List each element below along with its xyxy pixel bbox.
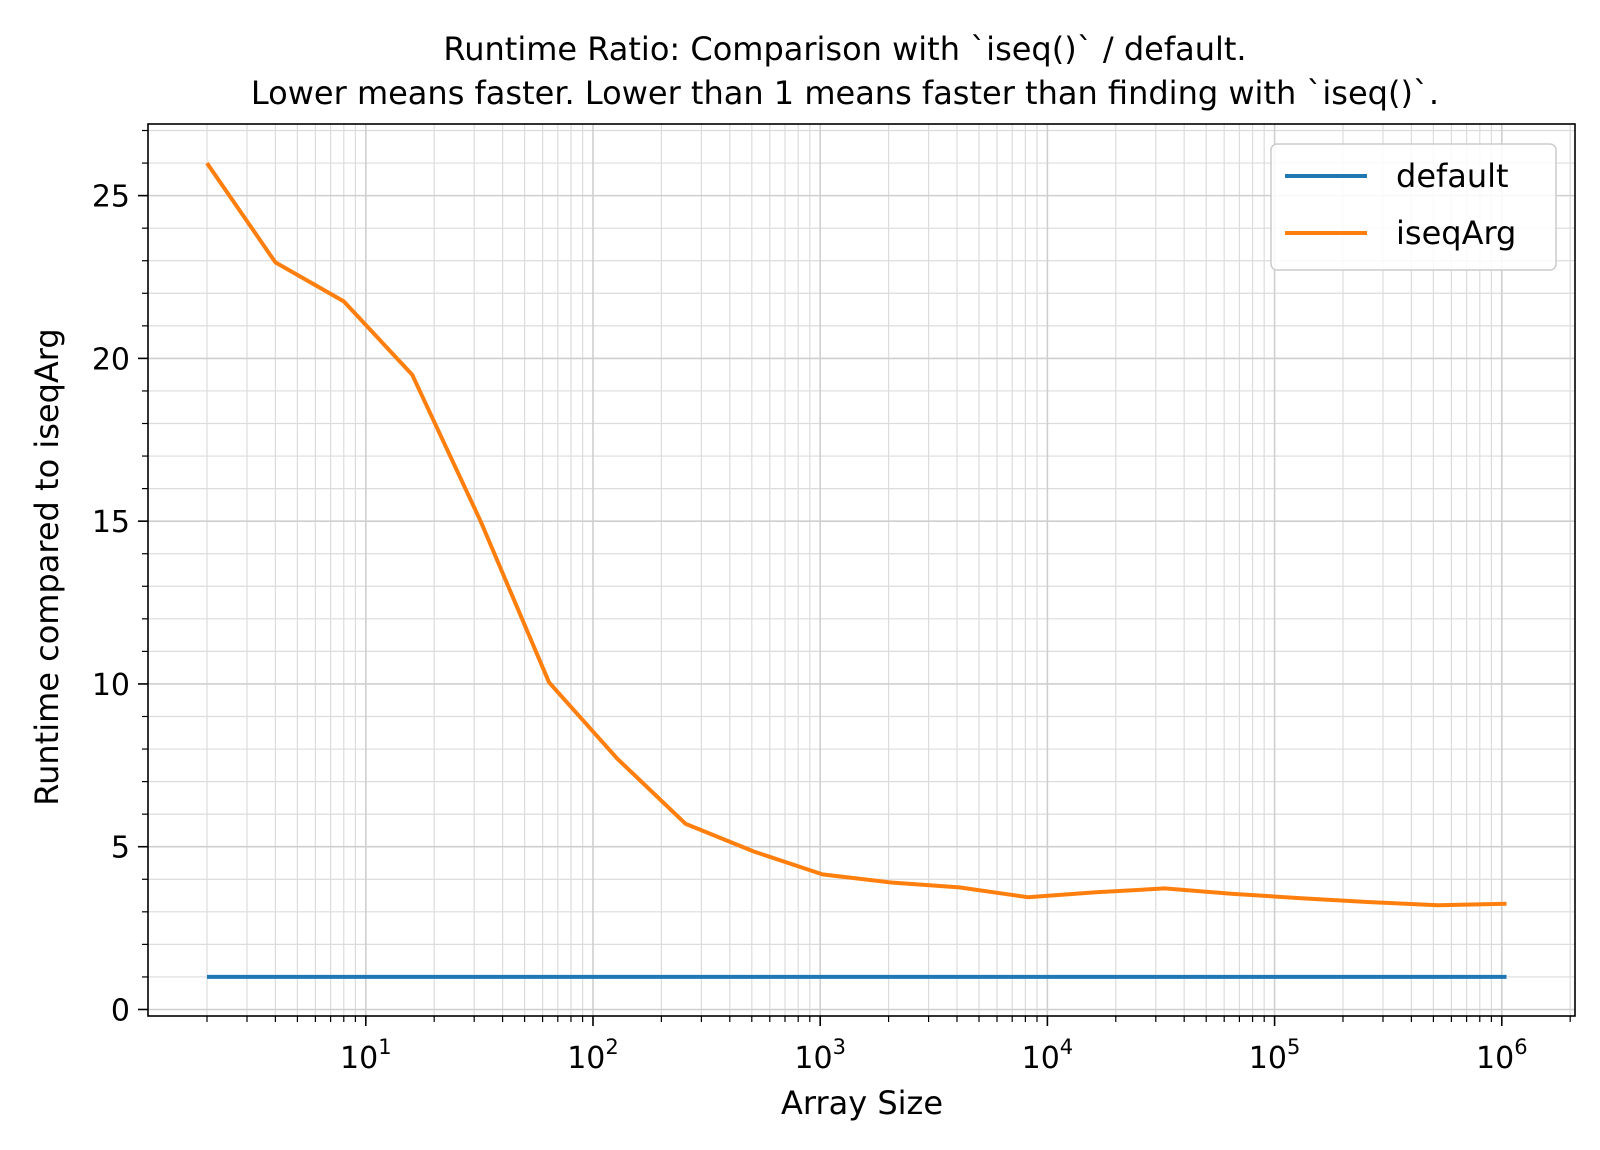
- y-tick-label: 10: [92, 668, 130, 703]
- y-axis-label: Runtime compared to iseqArg: [28, 328, 66, 805]
- x-tick-label: 102: [567, 1035, 619, 1076]
- axis-ticks: 101 102 103 104 105 106 0 5 10 15 20 25: [92, 129, 1571, 1076]
- x-tick-label: 105: [1249, 1035, 1301, 1076]
- y-tick-label: 25: [92, 180, 130, 215]
- x-tick-label: 104: [1022, 1035, 1074, 1076]
- legend-label-default: default: [1396, 157, 1509, 195]
- legend-label-iseqarg: iseqArg: [1396, 214, 1516, 252]
- series-line-iseqarg: [205, 161, 1507, 908]
- x-tick-label: 103: [794, 1035, 846, 1076]
- chart-title: Runtime Ratio: Comparison with `iseq()` …: [443, 30, 1246, 68]
- plot-area-frame: [147, 123, 1576, 1017]
- x-tick-label: 106: [1476, 1035, 1528, 1076]
- chart-subtitle: Lower means faster. Lower than 1 means f…: [251, 74, 1439, 112]
- x-axis-label: Array Size: [781, 1084, 943, 1122]
- x-tick-label: 101: [340, 1035, 392, 1076]
- y-tick-label: 20: [92, 342, 130, 377]
- legend: default iseqArg: [1270, 143, 1557, 271]
- y-tick-label: 0: [111, 993, 130, 1028]
- plot-series: [205, 161, 1507, 979]
- y-tick-label: 5: [111, 831, 130, 866]
- y-tick-label: 15: [92, 505, 130, 540]
